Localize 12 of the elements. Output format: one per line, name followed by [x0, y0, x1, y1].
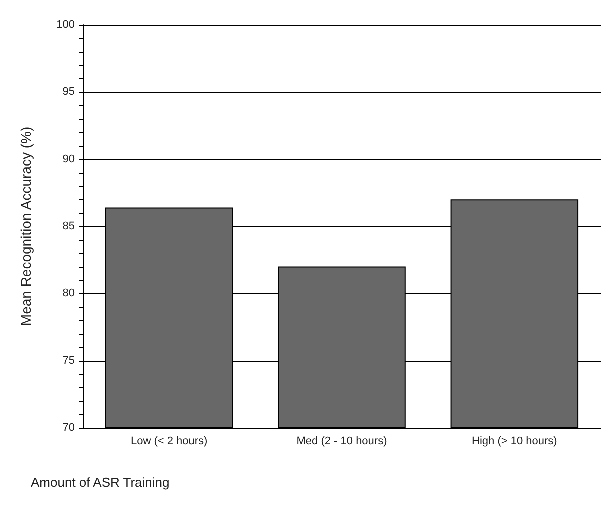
y-tick-label: 90: [62, 153, 75, 166]
x-axis-title: Amount of ASR Training: [31, 475, 170, 490]
y-tick-label: 70: [62, 422, 75, 434]
y-axis-title: Mean Recognition Accuracy (%): [18, 126, 34, 326]
y-tick-label: 100: [56, 19, 75, 31]
y-tick-label: 95: [62, 86, 75, 98]
x-tick-label: Med (2 - 10 hours): [296, 436, 388, 448]
y-tick-label: 80: [62, 288, 75, 300]
x-tick-label: High (> 10 hours): [472, 436, 558, 448]
y-tick-label: 85: [62, 220, 75, 232]
y-tick-label: 75: [62, 354, 75, 367]
x-tick-label: Low (< 2 hours): [130, 436, 208, 448]
